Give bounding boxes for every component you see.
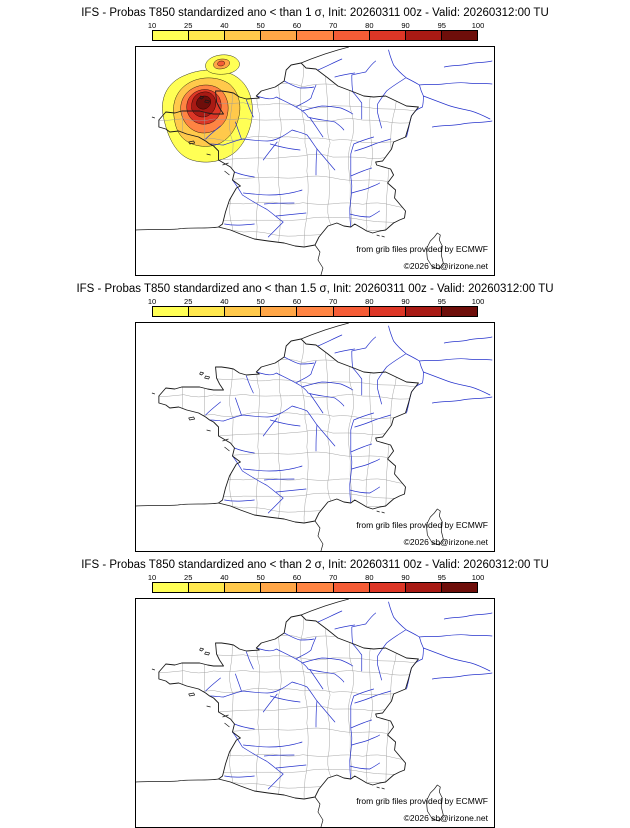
colorbar-tick-label: 90 xyxy=(401,21,410,30)
colorbar: 10 25 40 50 60 70 80 90 95 100 xyxy=(148,21,484,41)
colorbar-tick-label: 10 xyxy=(147,573,157,582)
credit-ecmwf: from grib files provided by ECMWF xyxy=(356,520,488,530)
colorbar-segment xyxy=(441,31,477,40)
colorbar-segment xyxy=(441,307,477,316)
colorbar-segment xyxy=(405,583,442,592)
colorbar-segment xyxy=(333,31,370,40)
map-frame: from grib files provided by ECMWF ©2026 … xyxy=(135,598,495,828)
colorbar-tick-label: 90 xyxy=(401,297,410,306)
colorbar-segment xyxy=(189,583,226,592)
panel-title: IFS - Probas T850 standardized ano < tha… xyxy=(81,7,549,19)
credit-copyright: ©2026 sb@irizone.net xyxy=(403,537,488,547)
colorbar-segment xyxy=(153,307,190,316)
colorbar-segment xyxy=(189,31,226,40)
colorbar-tick-label: 80 xyxy=(365,297,374,306)
colorbar-tick-label: 100 xyxy=(471,297,485,306)
colorbar-tick-label: 10 xyxy=(147,297,157,306)
colorbar-segment xyxy=(225,31,262,40)
colorbar-bar xyxy=(152,30,478,41)
colorbar: 10 25 40 50 60 70 80 90 95 100 xyxy=(148,573,484,593)
colorbar-segment xyxy=(405,307,442,316)
colorbar-tick-labels: 10 25 40 50 60 70 80 90 95 100 xyxy=(148,21,484,30)
probability-map-panel-2: IFS - Probas T850 standardized ano < tha… xyxy=(0,276,630,552)
colorbar-tick-label: 95 xyxy=(437,21,446,30)
panel-title: IFS - Probas T850 standardized ano < tha… xyxy=(76,283,554,295)
france-map xyxy=(136,323,494,551)
map-credits: from grib files provided by ECMWF ©2026 … xyxy=(356,244,488,271)
colorbar-tick-label: 70 xyxy=(328,297,338,306)
colorbar-tick-label: 25 xyxy=(184,21,193,30)
colorbar-segment xyxy=(297,307,334,316)
colorbar-tick-label: 50 xyxy=(256,297,265,306)
colorbar-bar xyxy=(152,582,478,593)
credit-ecmwf: from grib files provided by ECMWF xyxy=(356,796,488,806)
colorbar-tick-label: 95 xyxy=(437,573,446,582)
colorbar-tick-label: 40 xyxy=(220,21,229,30)
colorbar-tick-label: 60 xyxy=(292,21,302,30)
colorbar-segment xyxy=(369,31,406,40)
colorbar-tick-label: 60 xyxy=(292,573,302,582)
colorbar-tick-label: 80 xyxy=(365,21,374,30)
colorbar-segment xyxy=(297,31,334,40)
colorbar-segment xyxy=(369,307,406,316)
colorbar-bar xyxy=(152,306,478,317)
colorbar: 10 25 40 50 60 70 80 90 95 100 xyxy=(148,297,484,317)
map-credits: from grib files provided by ECMWF ©2026 … xyxy=(356,796,488,823)
colorbar-segment xyxy=(225,307,262,316)
colorbar-tick-label: 95 xyxy=(437,297,446,306)
colorbar-segment xyxy=(333,583,370,592)
colorbar-tick-labels: 10 25 40 50 60 70 80 90 95 100 xyxy=(148,297,484,306)
colorbar-tick-label: 100 xyxy=(471,21,485,30)
colorbar-segment xyxy=(261,31,298,40)
colorbar-segment xyxy=(261,307,298,316)
colorbar-tick-label: 70 xyxy=(328,573,338,582)
colorbar-tick-label: 40 xyxy=(220,297,229,306)
colorbar-tick-label: 50 xyxy=(256,21,265,30)
colorbar-tick-label: 80 xyxy=(365,573,374,582)
panel-title: IFS - Probas T850 standardized ano < tha… xyxy=(81,559,549,571)
colorbar-tick-label: 90 xyxy=(401,573,410,582)
colorbar-tick-label: 100 xyxy=(471,573,485,582)
map-frame: from grib files provided by ECMWF ©2026 … xyxy=(135,322,495,552)
credit-ecmwf: from grib files provided by ECMWF xyxy=(356,244,488,254)
colorbar-segment xyxy=(153,31,190,40)
colorbar-segment xyxy=(441,583,477,592)
colorbar-segment xyxy=(261,583,298,592)
map-frame: from grib files provided by ECMWF ©2026 … xyxy=(135,46,495,276)
colorbar-segment xyxy=(153,583,190,592)
colorbar-tick-labels: 10 25 40 50 60 70 80 90 95 100 xyxy=(148,573,484,582)
colorbar-tick-label: 60 xyxy=(292,297,302,306)
colorbar-segment xyxy=(225,583,262,592)
credit-copyright: ©2026 sb@irizone.net xyxy=(403,813,488,823)
map-credits: from grib files provided by ECMWF ©2026 … xyxy=(356,520,488,547)
colorbar-tick-label: 10 xyxy=(147,21,157,30)
probability-map-panel-1: IFS - Probas T850 standardized ano < tha… xyxy=(0,0,630,276)
credit-copyright: ©2026 sb@irizone.net xyxy=(403,261,488,271)
colorbar-tick-label: 40 xyxy=(220,573,229,582)
colorbar-segment xyxy=(405,31,442,40)
colorbar-tick-label: 70 xyxy=(328,21,338,30)
colorbar-tick-label: 25 xyxy=(184,297,193,306)
france-map xyxy=(136,47,494,275)
france-map xyxy=(136,599,494,827)
colorbar-tick-label: 25 xyxy=(184,573,193,582)
colorbar-segment xyxy=(297,583,334,592)
colorbar-segment xyxy=(189,307,226,316)
colorbar-tick-label: 50 xyxy=(256,573,265,582)
probability-map-panel-3: IFS - Probas T850 standardized ano < tha… xyxy=(0,552,630,828)
colorbar-segment xyxy=(333,307,370,316)
colorbar-segment xyxy=(369,583,406,592)
